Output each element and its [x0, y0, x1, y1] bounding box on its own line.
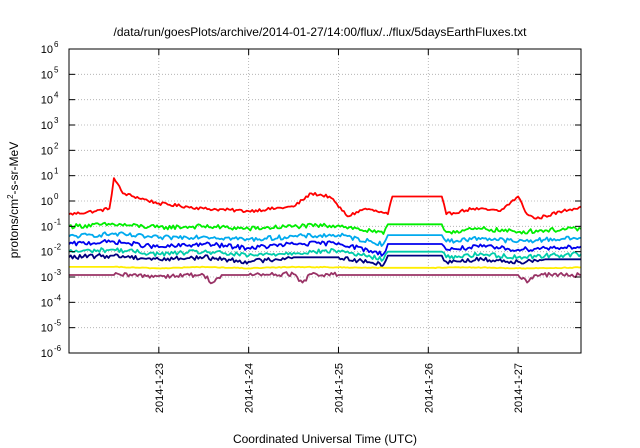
y-tick-base: 10	[41, 120, 53, 132]
series-line-1	[68, 177, 582, 220]
series-line-2	[68, 221, 582, 235]
y-tick-label: 10	[41, 297, 53, 309]
y-tick-exponent: 1	[54, 167, 59, 176]
x-axis-ticks: 2014-1-23 2014-1-24 2014-1-25 2014-1-26 2014…	[154, 49, 525, 413]
y-axis-label-main: protons/cm	[7, 199, 21, 258]
y-axis-ticks: 10 -610 -510 -410 -310 -210 -110 010 110 210 310 41…	[41, 40, 581, 360]
series-line-5	[68, 247, 582, 262]
y-tick-exponent: 3	[54, 116, 59, 125]
y-tick-exponent: 5	[54, 65, 59, 74]
y-tick-exponent: -6	[54, 344, 62, 353]
y-tick-label: 10	[41, 247, 53, 259]
y-tick-label: 10	[41, 196, 53, 208]
y-tick-exponent: 2	[54, 141, 59, 150]
chart-title: /data/run/goesPlots/archive/2014-01-27/1…	[114, 25, 528, 39]
y-tick-base: 10	[41, 171, 53, 183]
y-tick-exponent: -4	[54, 293, 62, 302]
x-tick-label: 2014-1-27	[513, 363, 525, 413]
y-tick-label: 10	[41, 323, 53, 335]
y-tick-exponent: -1	[54, 217, 62, 226]
y-tick-exponent: -2	[54, 243, 62, 252]
y-tick-label: 10	[41, 69, 53, 81]
y-tick-label: 10	[41, 44, 53, 56]
y-tick-exponent: -3	[54, 268, 62, 277]
y-axis-label-sup: 2	[6, 194, 15, 199]
series-line-4	[68, 238, 582, 257]
y-tick-base: 10	[41, 69, 53, 81]
series-line-8	[69, 271, 582, 285]
y-tick-base: 10	[41, 247, 53, 259]
y-tick-base: 10	[41, 196, 53, 208]
series-line-7	[69, 265, 582, 270]
y-tick-exponent: 0	[54, 192, 59, 201]
series-line-3	[68, 231, 582, 247]
y-tick-base: 10	[41, 44, 53, 56]
y-tick-exponent: 6	[54, 40, 59, 49]
y-tick-exponent: -5	[54, 319, 62, 328]
y-tick-base: 10	[41, 145, 53, 157]
y-tick-label: 10	[41, 120, 53, 132]
y-axis-label-rest: -s-sr-MeV	[7, 142, 21, 195]
y-tick-base: 10	[41, 272, 53, 284]
x-tick-label: 2014-1-26	[423, 363, 435, 413]
y-tick-label: 10	[41, 221, 53, 233]
x-axis-label: Coordinated Universal Time (UTC)	[233, 432, 417, 446]
y-tick-base: 10	[41, 297, 53, 309]
y-tick-base: 10	[41, 323, 53, 335]
y-tick-label: 10	[41, 272, 53, 284]
y-tick-base: 10	[41, 221, 53, 233]
y-tick-exponent: 4	[54, 91, 59, 100]
grid	[69, 48, 581, 354]
x-tick-label: 2014-1-23	[154, 363, 166, 413]
x-tick-label: 2014-1-25	[333, 363, 345, 413]
series-line-6	[68, 252, 581, 268]
y-tick-label: 10	[41, 348, 53, 360]
y-tick-base: 10	[41, 95, 53, 107]
y-tick-label: 10	[41, 145, 53, 157]
series-lines	[68, 177, 582, 285]
y-tick-label: 10	[41, 95, 53, 107]
y-tick-label: 10	[41, 171, 53, 183]
y-axis-label: protons/cm2-s-sr-MeV	[6, 142, 21, 258]
x-tick-label: 2014-1-24	[244, 363, 256, 413]
y-tick-base: 10	[41, 348, 53, 360]
